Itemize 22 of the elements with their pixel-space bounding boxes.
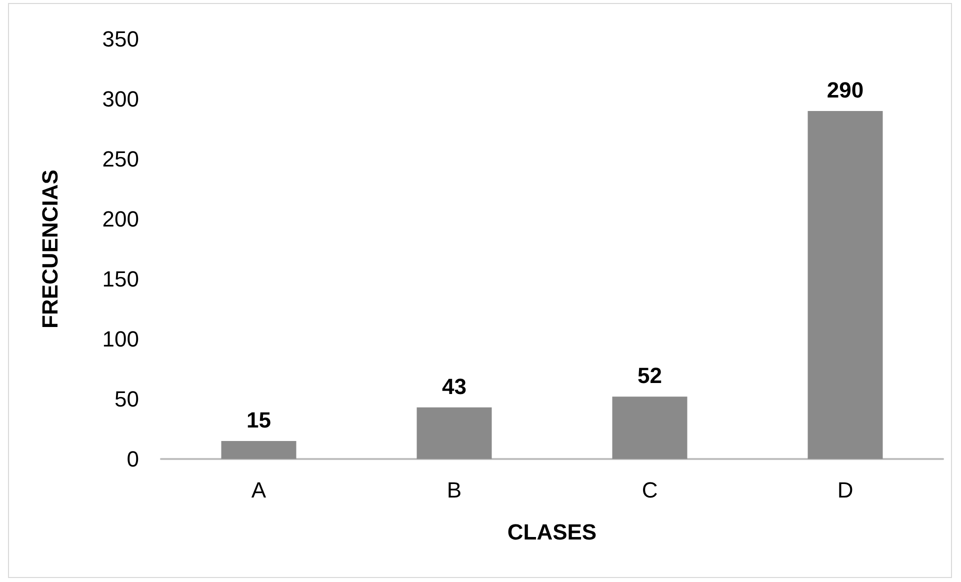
x-axis-title: CLASES [507,520,597,544]
y-tick-label: 250 [102,146,139,172]
y-tick-label: 150 [102,266,139,292]
x-tick-label: C [642,478,658,502]
data-label: 43 [442,374,466,399]
data-label: 290 [826,78,864,102]
y-tick-label: 50 [114,386,139,412]
bar [808,111,883,459]
bar [221,441,296,459]
y-tick-label: 350 [102,26,139,52]
y-tick-label: 100 [102,326,139,352]
bar [416,407,492,459]
x-tick-label: B [446,478,462,502]
bar [612,396,688,459]
y-tick-label: 0 [126,446,139,472]
data-label: 15 [246,408,271,432]
x-tick-label: D [837,478,854,502]
y-tick-label: 300 [102,86,139,112]
data-label: 52 [638,363,662,388]
y-tick-label: 200 [102,206,139,232]
y-axis-title: FRECUENCIAS [38,170,62,328]
x-tick-label: A [251,478,266,502]
